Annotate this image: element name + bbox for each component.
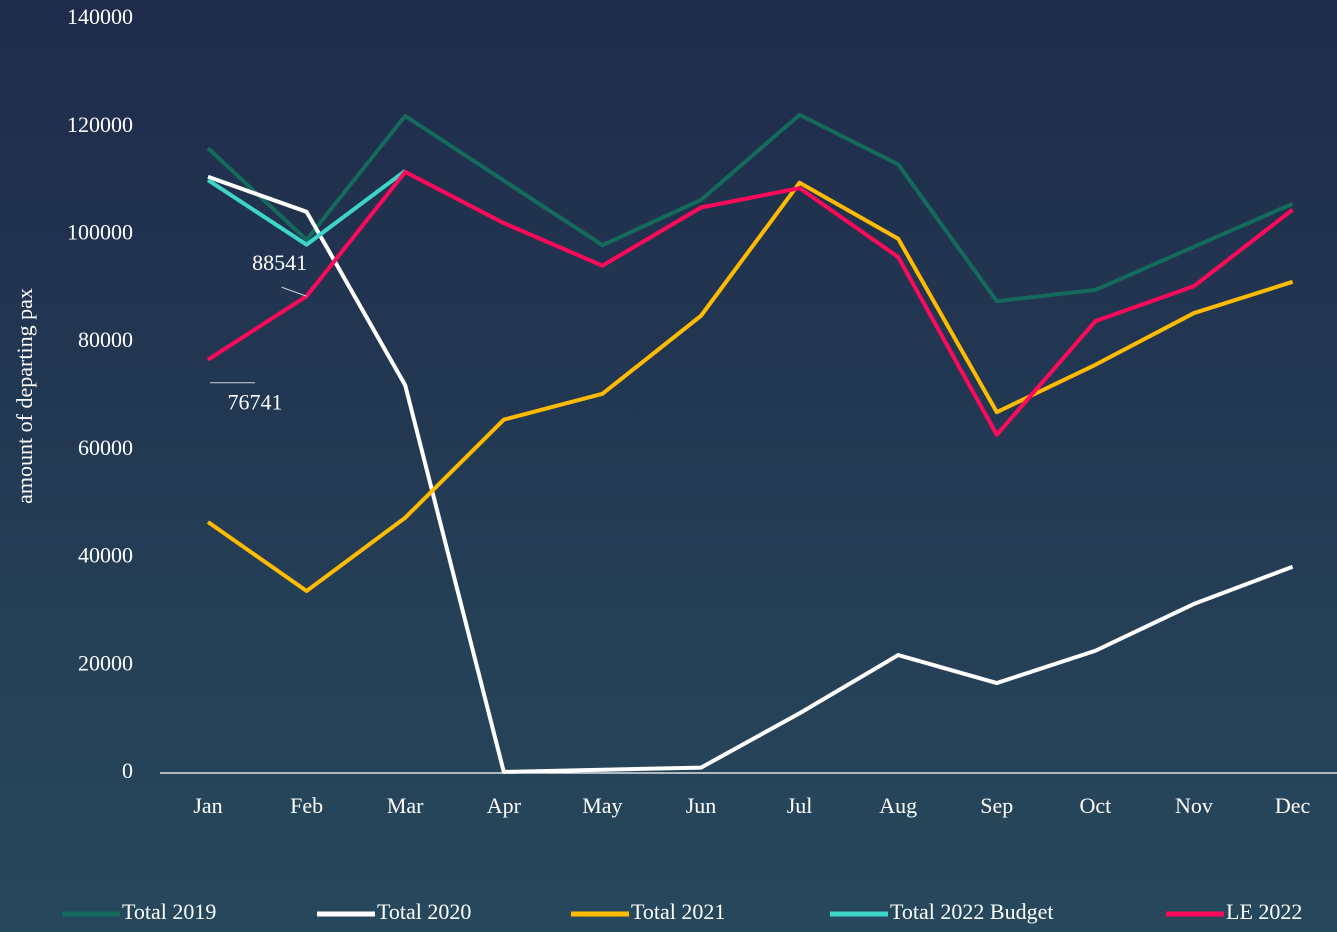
- x-tick-label: Jul: [787, 793, 813, 818]
- data-label: 88541: [252, 250, 307, 275]
- y-axis-label: amount of departing pax: [12, 288, 37, 504]
- data-label: 76741: [228, 390, 283, 415]
- x-tick-label: Oct: [1080, 793, 1112, 818]
- y-tick-label: 140000: [67, 4, 133, 29]
- x-tick-label: Mar: [387, 793, 424, 818]
- y-tick-label: 100000: [67, 219, 133, 244]
- line-series: [207, 174, 1294, 774]
- label-leader: [281, 286, 307, 297]
- x-tick-label: Aug: [879, 793, 917, 818]
- legend-label: Total 2021: [631, 899, 725, 924]
- legend-label: Total 2020: [377, 899, 471, 924]
- line-series: [206, 169, 407, 247]
- legend-label: Total 2022 Budget: [890, 899, 1053, 924]
- x-tick-label: Jun: [686, 793, 717, 818]
- y-tick-label: 20000: [78, 650, 133, 675]
- x-tick-label: Sep: [980, 793, 1013, 818]
- x-tick-label: Apr: [487, 793, 522, 818]
- x-tick-label: Dec: [1275, 793, 1311, 818]
- y-tick-label: 80000: [78, 327, 133, 352]
- x-tick-label: May: [582, 793, 622, 818]
- y-tick-label: 40000: [78, 543, 133, 568]
- x-tick-label: Feb: [290, 793, 323, 818]
- x-tick-label: Nov: [1175, 793, 1213, 818]
- y-tick-label: 60000: [78, 435, 133, 460]
- legend-label: Total 2019: [122, 899, 216, 924]
- y-tick-label: 0: [122, 758, 133, 783]
- x-tick-label: Jan: [193, 793, 222, 818]
- line-series: [206, 180, 1294, 593]
- line-series: [206, 169, 1294, 437]
- y-tick-label: 120000: [67, 112, 133, 137]
- line-series: [206, 112, 1294, 304]
- legend-label: LE 2022: [1226, 899, 1302, 924]
